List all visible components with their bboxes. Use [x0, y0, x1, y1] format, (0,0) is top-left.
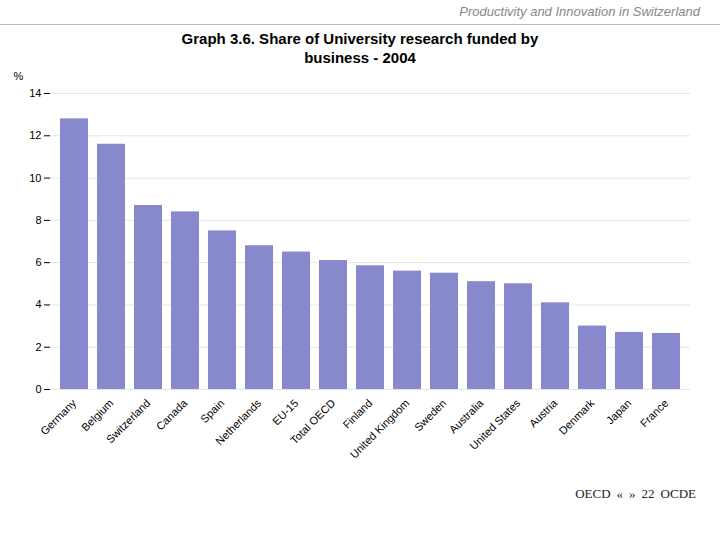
svg-text:12: 12 — [29, 129, 41, 141]
svg-text:Total OECD: Total OECD — [288, 397, 338, 447]
svg-text:Germany: Germany — [38, 396, 79, 437]
svg-text:Austria: Austria — [527, 396, 560, 429]
svg-text:8: 8 — [35, 214, 41, 226]
svg-text:2: 2 — [35, 341, 41, 353]
svg-text:Sweden: Sweden — [412, 397, 449, 434]
svg-text:Switzerland: Switzerland — [104, 397, 153, 446]
svg-text:EU-15: EU-15 — [270, 397, 301, 428]
svg-text:United Kingdom: United Kingdom — [348, 397, 412, 461]
svg-text:France: France — [638, 397, 671, 430]
svg-text:%: % — [14, 70, 24, 82]
svg-text:United States: United States — [467, 396, 523, 452]
svg-text:0: 0 — [35, 383, 41, 395]
svg-text:Australia: Australia — [446, 396, 486, 436]
svg-text:Netherlands: Netherlands — [213, 396, 264, 447]
html-text:Productivity and Innovation in: Productivity and Innovation in Switzerla… — [459, 4, 700, 19]
svg-text:14: 14 — [29, 87, 41, 99]
html-text:OECD « » 22 OCDE: OECD « » 22 OCDE — [575, 486, 696, 501]
svg-text:6: 6 — [35, 256, 41, 268]
svg-text:Finland: Finland — [340, 397, 374, 431]
svg-text:10: 10 — [29, 172, 41, 184]
svg-text:Denmark: Denmark — [556, 396, 596, 436]
svg-text:Spain: Spain — [198, 397, 226, 425]
svg-text:4: 4 — [35, 298, 41, 310]
svg-text:Japan: Japan — [604, 397, 634, 427]
html-text:Graph 3.6. Share of University: Graph 3.6. Share of University research … — [181, 30, 539, 66]
svg-text:Belgium: Belgium — [79, 397, 116, 434]
svg-text:Canada: Canada — [154, 396, 190, 432]
